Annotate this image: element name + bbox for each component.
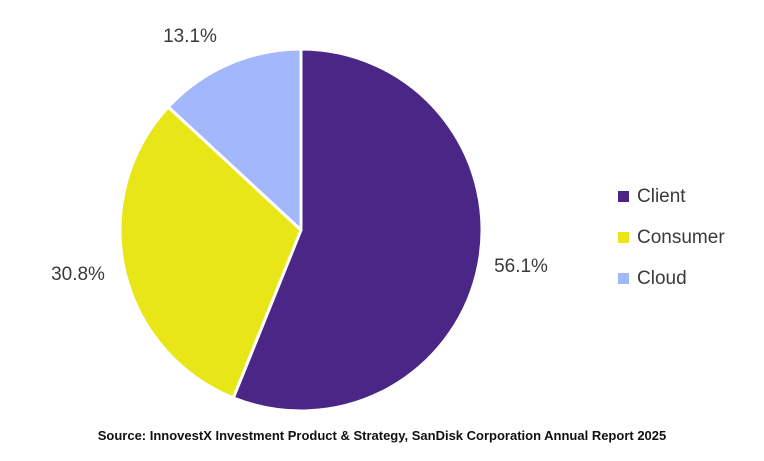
legend-item-consumer: Consumer: [618, 217, 725, 258]
chart-legend: Client Consumer Cloud: [618, 176, 725, 299]
data-label-cloud: 13.1%: [163, 26, 217, 47]
legend-label-client: Client: [637, 185, 686, 207]
legend-item-cloud: Cloud: [618, 258, 725, 299]
legend-item-client: Client: [618, 176, 725, 217]
source-note: Source: InnovestX Investment Product & S…: [97, 428, 667, 443]
pie-slice-consumer: [118, 105, 303, 400]
legend-label-cloud: Cloud: [637, 267, 687, 289]
legend-swatch-consumer: [618, 232, 629, 243]
legend-swatch-cloud: [618, 273, 629, 284]
legend-label-consumer: Consumer: [637, 226, 725, 248]
pie-slice-client: [231, 47, 484, 413]
legend-swatch-client: [618, 191, 629, 202]
pie-slice-cloud: [166, 47, 303, 232]
data-label-client: 56.1%: [494, 256, 548, 277]
data-label-consumer: 30.8%: [51, 264, 105, 285]
